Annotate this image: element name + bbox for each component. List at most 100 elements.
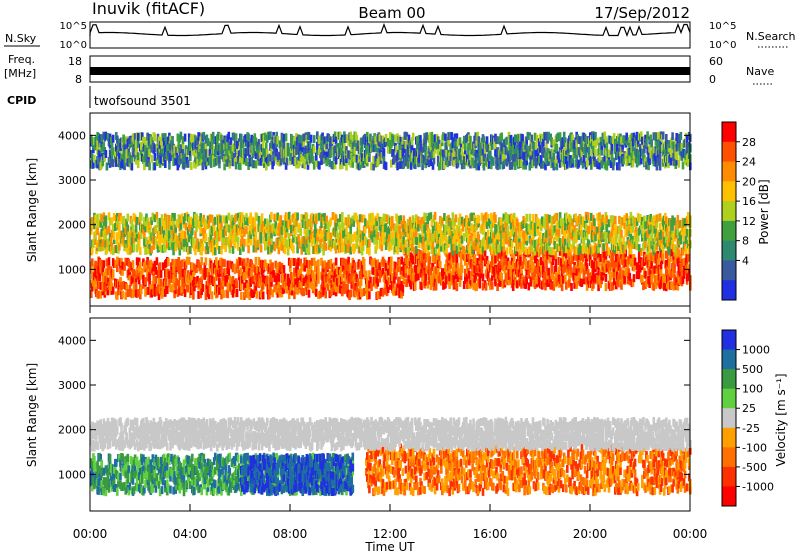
freq-label: Freq. xyxy=(8,53,35,66)
heatmap-cell xyxy=(494,215,497,223)
heatmap-cell xyxy=(108,226,111,234)
heatmap-cell xyxy=(255,257,258,265)
heatmap-cell xyxy=(464,143,467,151)
nsearch-tick-top: 10^5 xyxy=(709,21,736,32)
heatmap-cell xyxy=(243,239,246,247)
heatmap-cell xyxy=(313,135,316,143)
heatmap-cell xyxy=(288,212,291,220)
heatmap-cell xyxy=(180,223,183,231)
heatmap-cell xyxy=(365,271,368,279)
freq-tick-top: 18 xyxy=(68,55,82,68)
heatmap-cell xyxy=(283,265,286,273)
freq-unit: [MHz] xyxy=(4,67,36,80)
nsky-trace xyxy=(90,25,690,37)
heatmap-cell xyxy=(132,260,135,268)
heatmap-cell xyxy=(317,259,320,267)
power-heatmap-cells xyxy=(90,131,692,300)
station-title: Inuvik (fitACF) xyxy=(92,0,205,18)
heatmap-cell xyxy=(308,247,311,255)
heatmap-cell xyxy=(148,162,151,170)
heatmap-cell xyxy=(227,290,230,298)
heatmap-cell xyxy=(623,276,626,284)
heatmap-cell xyxy=(160,270,163,278)
heatmap-cell xyxy=(127,225,130,233)
heatmap-cell xyxy=(140,213,143,221)
heatmap-cell xyxy=(363,259,366,267)
nave-label: Nave xyxy=(746,65,774,78)
heatmap-cell xyxy=(113,232,116,240)
heatmap-cell xyxy=(633,274,636,282)
heatmap-cell xyxy=(135,225,138,233)
heatmap-cell xyxy=(455,214,458,222)
heatmap-cell xyxy=(184,134,187,142)
heatmap-cell xyxy=(165,278,168,286)
heatmap-cell xyxy=(368,291,371,299)
heatmap-cell xyxy=(412,133,415,141)
heatmap-cell xyxy=(219,215,222,223)
heatmap-cell xyxy=(167,258,170,266)
heatmap-cell xyxy=(341,212,344,220)
heatmap-cell xyxy=(461,265,464,273)
heatmap-cell xyxy=(278,274,281,282)
heatmap-cell xyxy=(192,292,195,300)
heatmap-cell xyxy=(202,243,205,251)
heatmap-cell xyxy=(247,245,250,253)
heatmap-cell xyxy=(435,283,438,291)
heatmap-cell xyxy=(235,133,238,141)
heatmap-cell xyxy=(390,264,393,272)
heatmap-cell xyxy=(324,290,327,298)
heatmap-cell xyxy=(561,283,564,291)
heatmap-cell xyxy=(299,228,302,236)
heatmap-cell xyxy=(255,232,258,240)
heatmap-cell xyxy=(260,245,263,253)
heatmap-cell xyxy=(555,264,558,272)
heatmap-cell xyxy=(439,261,442,269)
heatmap-cell xyxy=(492,158,495,166)
heatmap-cell xyxy=(168,162,171,170)
nave-tick-bottom: 0 xyxy=(709,73,716,86)
heatmap-cell xyxy=(687,254,690,262)
heatmap-cell xyxy=(154,133,157,141)
heatmap-cell xyxy=(349,289,352,297)
heatmap-cell xyxy=(236,281,239,289)
heatmap-cell xyxy=(127,214,130,222)
heatmap-cell xyxy=(222,290,225,298)
heatmap-cell xyxy=(419,135,422,143)
heatmap-cell xyxy=(368,239,371,247)
heatmap-cell xyxy=(271,262,274,270)
heatmap-cell xyxy=(191,227,194,235)
heatmap-cell xyxy=(558,229,561,237)
heatmap-cell xyxy=(308,290,311,298)
heatmap-cell xyxy=(539,232,542,240)
heatmap-cell xyxy=(506,247,509,255)
heatmap-cell xyxy=(349,226,352,234)
heatmap-cell xyxy=(614,216,617,224)
heatmap-cell xyxy=(171,136,174,144)
heatmap-cell xyxy=(383,148,386,156)
nsearch-label: N.Search xyxy=(746,30,796,43)
nave-tick-top: 60 xyxy=(709,55,723,68)
heatmap-cell xyxy=(270,212,273,220)
heatmap-cell xyxy=(485,283,488,291)
nsky-tick-bottom: 10^0 xyxy=(60,40,87,51)
heatmap-cell xyxy=(324,243,327,251)
heatmap-cell xyxy=(479,281,482,289)
heatmap-cell xyxy=(500,273,503,281)
heatmap-cell xyxy=(434,212,437,220)
heatmap-cell xyxy=(184,231,187,239)
heatmap-cell xyxy=(164,160,167,168)
heatmap-cell xyxy=(223,259,226,267)
heatmap-cell xyxy=(415,246,418,254)
heatmap-cell xyxy=(456,283,459,291)
heatmap-cell xyxy=(159,262,162,270)
heatmap-cell xyxy=(108,257,111,265)
heatmap-cell xyxy=(135,282,138,290)
heatmap-cell xyxy=(487,230,490,238)
freq-panel: Freq. [MHz] 18 8 60 0 Nave xyxy=(4,53,774,86)
nsky-panel: N.Sky 10^5 10^0 10^5 10^0 N.Search xyxy=(4,21,796,51)
heatmap-cell xyxy=(390,257,393,265)
heatmap-cell xyxy=(402,285,405,293)
beam-title: Beam 00 xyxy=(358,4,425,22)
